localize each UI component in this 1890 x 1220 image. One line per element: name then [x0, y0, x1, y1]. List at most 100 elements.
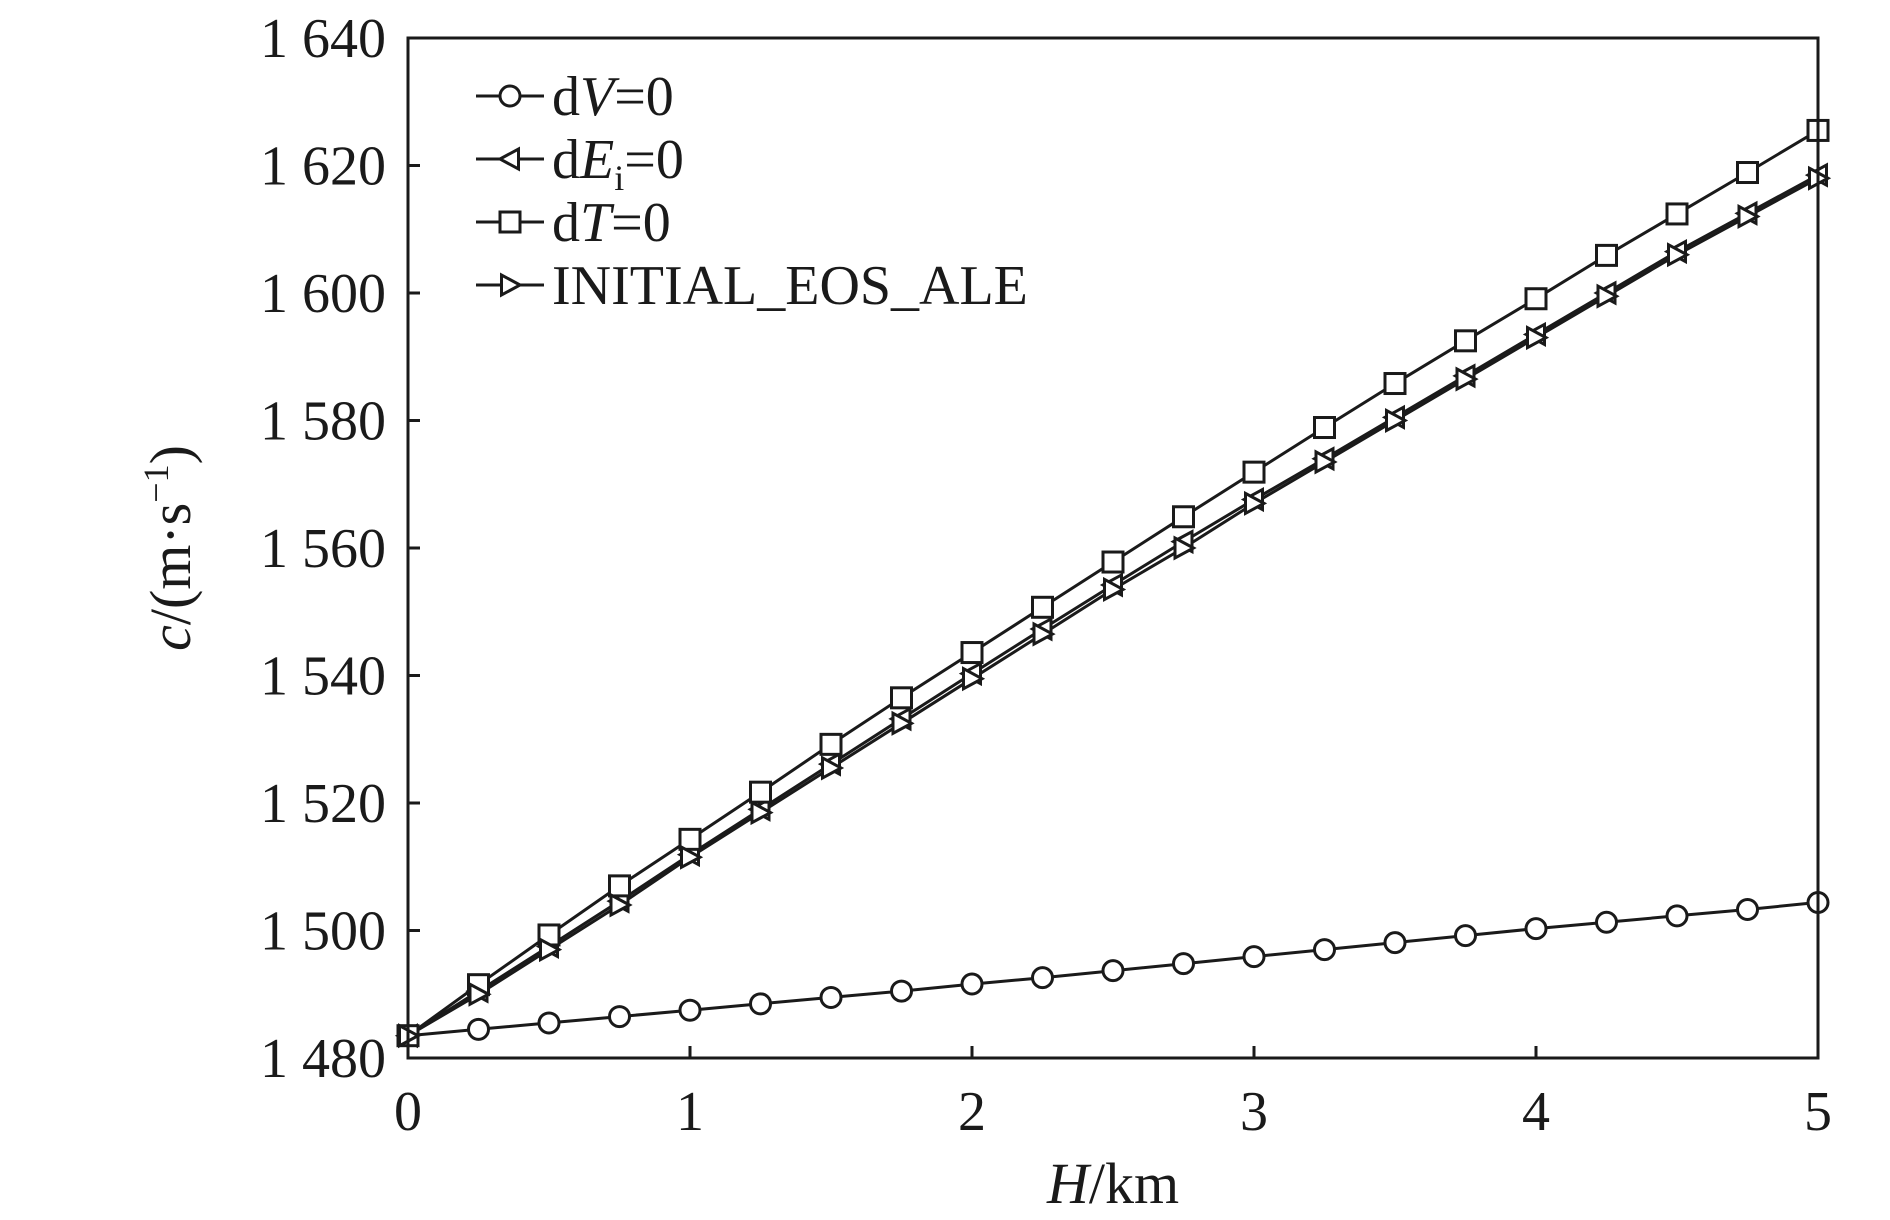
- y-tick-label: 1 560: [260, 518, 386, 580]
- legend-label-2: dT=0: [552, 192, 671, 254]
- series-0-point: [960, 972, 984, 996]
- series-0-point: [1595, 910, 1618, 934]
- series-0-point: [1313, 938, 1336, 962]
- series-3-point: [468, 981, 492, 1007]
- series-3-point: [1667, 242, 1691, 268]
- y-tick-label: 1 500: [260, 901, 386, 963]
- y-tick-label: 1 600: [260, 263, 386, 325]
- series-2-point: [1242, 460, 1266, 484]
- series-0-point: [749, 992, 772, 1016]
- x-tick-label: 0: [394, 1081, 422, 1143]
- series-2-point: [819, 732, 843, 756]
- series-2-point: [1031, 595, 1054, 619]
- x-tick-label: 1: [676, 1081, 704, 1143]
- x-tick-label: 2: [958, 1081, 986, 1143]
- legend-marker-1: [496, 146, 520, 172]
- series-0-point: [1736, 897, 1759, 921]
- series-0-point: [1524, 917, 1548, 941]
- x-axis-title-symbol: H: [1046, 1151, 1092, 1216]
- legend-label-suffix: =0: [614, 66, 674, 128]
- series-2-point: [1101, 550, 1125, 574]
- series-3-point: [1526, 325, 1550, 351]
- y-tick-label: 1 520: [260, 773, 386, 835]
- x-tick-label: 5: [1804, 1081, 1832, 1143]
- legend-label-suffix: =0: [624, 129, 684, 191]
- series-2-point: [890, 686, 913, 710]
- y-axis-title: c/(m·s−1): [136, 445, 203, 651]
- series-3-point: [891, 710, 915, 736]
- x-tick-label: 4: [1522, 1081, 1550, 1143]
- series-0-point: [890, 979, 913, 1003]
- series-3-point: [539, 937, 563, 963]
- legend-label-suffix: =0: [611, 192, 671, 254]
- x-axis-title: H/km: [1046, 1151, 1179, 1216]
- legend-marker-2: [498, 210, 522, 234]
- series-2-point: [608, 874, 631, 898]
- series-0-point: [537, 1011, 561, 1035]
- y-axis-title-close: ): [138, 445, 203, 464]
- legend-marker-0: [498, 84, 522, 108]
- y-tick-label: 1 640: [260, 8, 386, 70]
- y-tick-label: 1 540: [260, 646, 386, 708]
- y-axis-title-unit: /(m·s: [138, 503, 203, 625]
- series-2-point: [1383, 372, 1407, 396]
- series-0-point: [1172, 952, 1195, 976]
- series-2-point: [1595, 243, 1618, 267]
- y-tick-label: 1 580: [260, 391, 386, 453]
- series-2-point: [1736, 161, 1759, 185]
- series-0-point: [467, 1017, 490, 1041]
- series-3-point: [821, 755, 845, 781]
- legend-label-prefix: INITIAL_EOS_ALE: [552, 255, 1028, 317]
- series-3-point: [1737, 203, 1761, 230]
- series-0-point: [1242, 945, 1266, 969]
- x-axis-title-unit: /km: [1089, 1151, 1179, 1216]
- legend-label-symbol: E: [579, 129, 614, 191]
- series-3-point: [680, 844, 704, 870]
- legend-label-0: dV=0: [552, 66, 674, 128]
- series-0-point: [1665, 904, 1689, 928]
- series-0-point: [1031, 966, 1054, 990]
- y-tick-label: 1 620: [260, 136, 386, 198]
- legend-label-symbol: T: [580, 192, 615, 254]
- legend-label-prefix: d: [552, 192, 580, 254]
- legend-label-prefix: d: [552, 129, 580, 191]
- legend-label-prefix: d: [552, 66, 580, 128]
- y-axis-title-symbol: c: [138, 625, 203, 651]
- series-3-point: [609, 892, 633, 918]
- x-tick-label: 3: [1240, 1081, 1268, 1143]
- legend-label-1: dEi=0: [552, 129, 684, 198]
- series-2-point: [749, 780, 772, 804]
- series-0-point: [1383, 931, 1407, 955]
- series-3-point: [1385, 407, 1409, 434]
- y-axis-title-exponent: −1: [136, 464, 176, 502]
- y-axis: 1 480 1 500 1 520 1 540 1 560 1 580 1 600 1 620…: [260, 8, 420, 1090]
- series-2-point: [960, 641, 984, 665]
- series-2-point: [1313, 416, 1336, 440]
- series-2-point: [1454, 329, 1477, 353]
- series-3-point: [1455, 366, 1479, 392]
- series-3-point: [1244, 490, 1268, 516]
- legend-label-3: INITIAL_EOS_ALE: [552, 255, 1028, 317]
- legend-marker-3: [500, 272, 524, 298]
- series-3-point: [1314, 449, 1338, 475]
- x-axis: 0 1 2 3 4 5: [394, 1046, 1832, 1143]
- legend-label-symbol: V: [580, 66, 620, 128]
- series-3-point: [750, 800, 774, 826]
- series-2-point: [1665, 202, 1689, 226]
- series-3-point: [1032, 621, 1056, 647]
- series-0-point: [819, 985, 843, 1009]
- series-markers: [394, 118, 1832, 1049]
- series-3-point: [1596, 283, 1620, 309]
- series-0-point: [608, 1005, 631, 1029]
- series-2-point: [1172, 505, 1195, 529]
- series-0-point: [678, 998, 702, 1022]
- series-3-point: [962, 666, 986, 692]
- series-3-point: [1173, 535, 1197, 561]
- legend-label-subscript: i: [614, 158, 624, 198]
- series-3-point: [1103, 576, 1127, 602]
- y-tick-label: 1 480: [260, 1028, 386, 1090]
- series-2-point: [678, 827, 702, 851]
- series-0-point: [1101, 959, 1125, 983]
